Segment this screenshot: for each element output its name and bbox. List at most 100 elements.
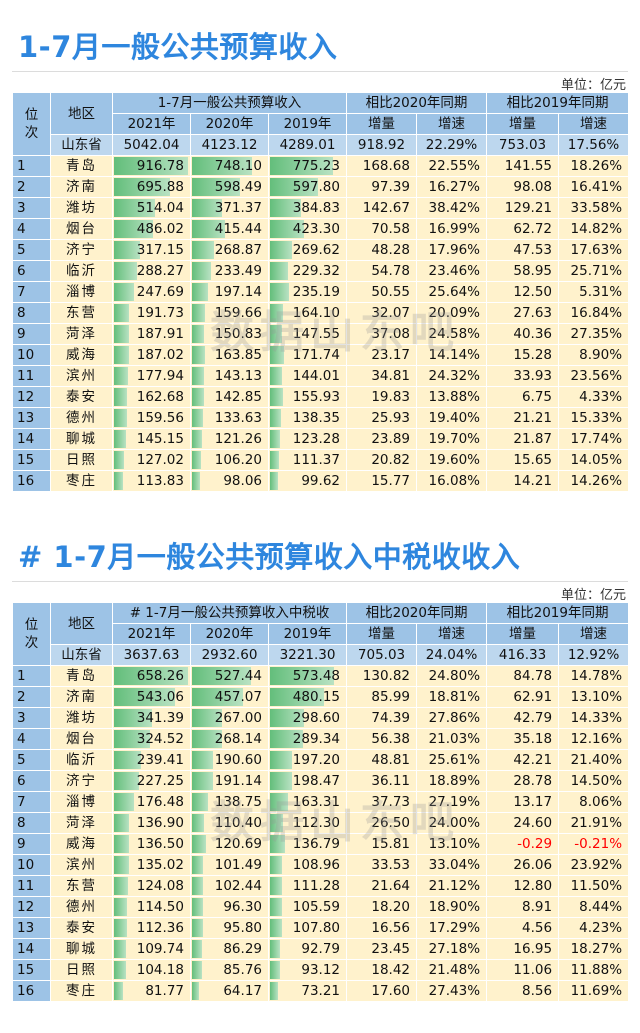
value-text: 415.44 (214, 221, 262, 237)
value-text: 142.85 (214, 389, 262, 405)
region-cell: 临沂 (50, 260, 113, 282)
unit-label: 单位：亿元 (560, 588, 626, 603)
data-bar (270, 220, 305, 238)
column-header: 增速 (558, 623, 630, 645)
data-bar (270, 751, 293, 769)
data-bar (270, 388, 283, 406)
value-bar-cell: 147.55 (268, 323, 347, 345)
rank-cell: 2 (12, 176, 51, 198)
change-cell: 12.50 (486, 281, 560, 303)
region-cell: 淄博 (50, 281, 113, 303)
value-text: 138.35 (292, 410, 340, 426)
change-cell: 27.86% (416, 707, 488, 729)
value-text: 527.44 (214, 668, 262, 684)
rank-cell: 1 (12, 665, 51, 687)
value-text: 163.31 (292, 794, 341, 810)
change-cell: 23.45 (346, 938, 418, 960)
value-text: 109.74 (136, 941, 184, 957)
value-text: 162.68 (136, 389, 184, 405)
rank-cell: 3 (12, 707, 51, 729)
value-text: 101.49 (214, 857, 262, 873)
value-bar-cell: 527.44 (190, 665, 269, 687)
value-text: 127.02 (136, 452, 184, 468)
region-cell: 临沂 (50, 749, 113, 771)
change-cell: 13.17 (486, 791, 560, 813)
region-cell: 菏泽 (50, 323, 113, 345)
change-cell: 33.04% (416, 854, 488, 876)
value-bar-cell: 514.04 (112, 197, 191, 219)
value-bar-cell: 187.02 (112, 344, 191, 366)
data-bar (114, 667, 188, 685)
change-cell: 21.91% (558, 812, 630, 834)
value-text: 176.48 (136, 794, 184, 810)
column-header: 增速 (416, 623, 488, 645)
unit-label: 单位：亿元 (560, 78, 626, 93)
value-bar-cell: 268.87 (190, 239, 269, 261)
data-bar (270, 178, 319, 196)
data-bar (192, 982, 200, 1000)
data-bar (192, 835, 206, 853)
data-bar (270, 262, 289, 280)
table-row: 13 德州 159.56 133.63 138.35 25.93 19.40% 21.21 15… (12, 407, 630, 429)
data-bar (192, 220, 226, 238)
region-cell: 济南 (50, 176, 113, 198)
value-bar-cell: 112.30 (267, 812, 348, 834)
value-text: 268.87 (214, 242, 262, 258)
value-bar-cell: 85.76 (190, 959, 269, 981)
value-bar-cell: 341.39 (112, 707, 191, 729)
table-row: 16 枣庄 113.83 98.06 99.62 15.77 16.08% 14.21 14.2… (12, 470, 630, 492)
region-cell: 日照 (50, 959, 113, 981)
value-bar-cell: 142.85 (190, 386, 269, 408)
rank-cell: 3 (12, 197, 51, 219)
data-bar (270, 940, 281, 958)
value-text: 457.07 (214, 689, 262, 705)
region-cell: 日照 (50, 449, 113, 471)
data-bar (114, 688, 175, 706)
column-header: 2020年 (190, 113, 269, 135)
change-cell: 11.06 (486, 959, 560, 981)
province-value: 5042.04 (112, 134, 191, 156)
data-bar (114, 262, 138, 280)
change-cell: 18.81% (416, 686, 488, 708)
data-bar (192, 367, 204, 385)
data-bar (192, 772, 214, 790)
value-text: 269.62 (292, 242, 340, 258)
change-cell: 4.56 (486, 917, 560, 939)
column-header: 增量 (486, 113, 560, 135)
region-cell: 泰安 (50, 917, 113, 939)
change-cell: 36.11 (346, 770, 418, 792)
value-text: 144.01 (292, 368, 340, 384)
value-text: 658.26 (136, 668, 184, 684)
change-cell: 22.55% (415, 155, 488, 177)
change-cell: 26.50 (346, 812, 418, 834)
rank-cell: 15 (12, 449, 51, 471)
change-cell: 56.38 (346, 728, 418, 750)
change-cell: 20.82 (346, 449, 417, 471)
column-header: 2020年 (190, 623, 269, 645)
region-cell: 滨州 (50, 365, 113, 387)
change-cell: 13.10% (558, 686, 630, 708)
change-cell: 14.14% (415, 344, 488, 366)
change-cell: -0.29 (486, 833, 560, 855)
region-cell: 聊城 (50, 428, 113, 450)
value-text: 113.83 (136, 473, 184, 489)
data-bar (192, 688, 244, 706)
value-text: 163.85 (214, 347, 262, 363)
data-bar (114, 940, 127, 958)
change-cell: 27.43% (416, 980, 488, 1002)
table-row: 4 烟台 486.02 415.44 423.30 70.58 16.99% 62.72 14.… (12, 218, 630, 240)
page-title-tax-revenue: # 1-7月一般公共预算收入中税收收入 (18, 540, 521, 574)
page-title-budget-revenue: 1-7月一般公共预算收入 (18, 30, 338, 64)
change-cell: 16.99% (415, 218, 488, 240)
data-bar (192, 472, 200, 490)
change-cell: 168.68 (346, 155, 417, 177)
table-row: 10 威海 187.02 163.85 171.74 23.17 14.14% 15.28 8.… (12, 344, 630, 366)
value-text: 748.10 (214, 158, 262, 174)
value-bar-cell: 124.08 (112, 875, 191, 897)
watermark: 数据山东吧 (210, 307, 460, 358)
province-value: 2932.60 (190, 644, 269, 666)
value-bar-cell: 86.29 (190, 938, 269, 960)
change-cell: 34.81 (346, 365, 417, 387)
data-bar (114, 472, 124, 490)
data-bar (114, 325, 130, 343)
